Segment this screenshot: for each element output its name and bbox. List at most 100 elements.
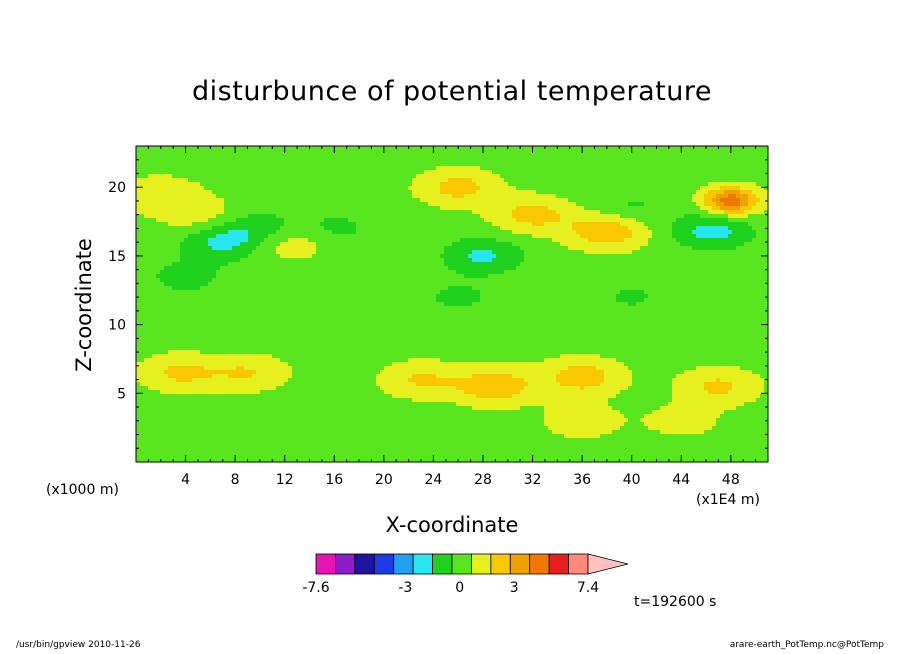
- field-cell: [228, 178, 232, 182]
- field-cell: [508, 186, 512, 190]
- field-cell: [232, 258, 236, 262]
- field-cell: [296, 226, 300, 230]
- field-cell: [560, 174, 564, 178]
- field-cell: [196, 170, 200, 174]
- field-cell: [664, 178, 668, 182]
- field-cell: [396, 210, 400, 214]
- field-cell: [740, 222, 744, 226]
- field-cell: [652, 210, 656, 214]
- field-cell: [668, 214, 672, 218]
- field-cell: [632, 162, 636, 166]
- field-cell: [244, 250, 248, 254]
- field-cell: [536, 254, 540, 258]
- field-cell: [448, 258, 452, 262]
- field-cell: [656, 170, 660, 174]
- field-cell: [392, 214, 396, 218]
- field-cell: [408, 250, 412, 254]
- field-cell: [624, 166, 628, 170]
- field-cell: [652, 206, 656, 210]
- field-cell: [452, 178, 456, 182]
- field-cell: [424, 158, 428, 162]
- field-cell: [740, 210, 744, 214]
- field-cell: [748, 194, 752, 198]
- field-cell: [428, 170, 432, 174]
- field-cell: [660, 170, 664, 174]
- field-cell: [488, 246, 492, 250]
- field-cell: [648, 154, 652, 158]
- field-cell: [720, 146, 724, 150]
- field-cell: [556, 166, 560, 170]
- field-cell: [380, 182, 384, 186]
- field-cell: [144, 154, 148, 158]
- field-cell: [392, 270, 396, 274]
- field-cell: [488, 206, 492, 210]
- field-cell: [352, 146, 356, 150]
- field-cell: [148, 170, 152, 174]
- field-cell: [168, 178, 172, 182]
- field-cell: [636, 198, 640, 202]
- field-cell: [416, 170, 420, 174]
- field-cell: [548, 258, 552, 262]
- field-cell: [596, 174, 600, 178]
- field-cell: [476, 158, 480, 162]
- field-cell: [216, 242, 220, 246]
- field-cell: [336, 234, 340, 238]
- field-cell: [372, 202, 376, 206]
- field-cell: [508, 182, 512, 186]
- field-cell: [760, 170, 764, 174]
- field-cell: [344, 250, 348, 254]
- field-cell: [448, 222, 452, 226]
- field-cell: [300, 242, 304, 246]
- field-cell: [396, 226, 400, 230]
- field-cell: [280, 242, 284, 246]
- field-cell: [204, 266, 208, 270]
- field-cell: [456, 158, 460, 162]
- field-cell: [668, 150, 672, 154]
- field-cell: [196, 262, 200, 266]
- field-cell: [228, 230, 232, 234]
- field-cell: [152, 194, 156, 198]
- field-cell: [292, 270, 296, 274]
- field-cell: [676, 262, 680, 266]
- field-cell: [572, 214, 576, 218]
- field-cell: [228, 226, 232, 230]
- field-cell: [456, 150, 460, 154]
- field-cell: [468, 158, 472, 162]
- field-cell: [548, 222, 552, 226]
- field-cell: [412, 206, 416, 210]
- field-cell: [752, 210, 756, 214]
- field-cell: [388, 250, 392, 254]
- field-cell: [268, 262, 272, 266]
- field-cell: [552, 242, 556, 246]
- field-cell: [476, 254, 480, 258]
- field-cell: [208, 230, 212, 234]
- field-cell: [432, 214, 436, 218]
- field-cell: [248, 258, 252, 262]
- field-cell: [700, 254, 704, 258]
- field-cell: [460, 194, 464, 198]
- field-cell: [152, 162, 156, 166]
- field-cell: [752, 162, 756, 166]
- field-cell: [628, 218, 632, 222]
- field-cell: [668, 198, 672, 202]
- field-cell: [240, 170, 244, 174]
- field-cell: [192, 234, 196, 238]
- field-cell: [460, 258, 464, 262]
- field-cell: [308, 230, 312, 234]
- field-cell: [204, 198, 208, 202]
- field-cell: [244, 242, 248, 246]
- field-cell: [560, 194, 564, 198]
- field-cell: [340, 258, 344, 262]
- field-cell: [732, 258, 736, 262]
- field-cell: [272, 242, 276, 246]
- field-cell: [540, 242, 544, 246]
- field-cell: [396, 154, 400, 158]
- footer-left: /usr/bin/gpview 2010-11-26: [16, 640, 141, 650]
- field-cell: [620, 258, 624, 262]
- field-cell: [168, 182, 172, 186]
- field-cell: [140, 234, 144, 238]
- field-cell: [756, 158, 760, 162]
- field-cell: [272, 266, 276, 270]
- field-cell: [280, 190, 284, 194]
- field-cell: [660, 150, 664, 154]
